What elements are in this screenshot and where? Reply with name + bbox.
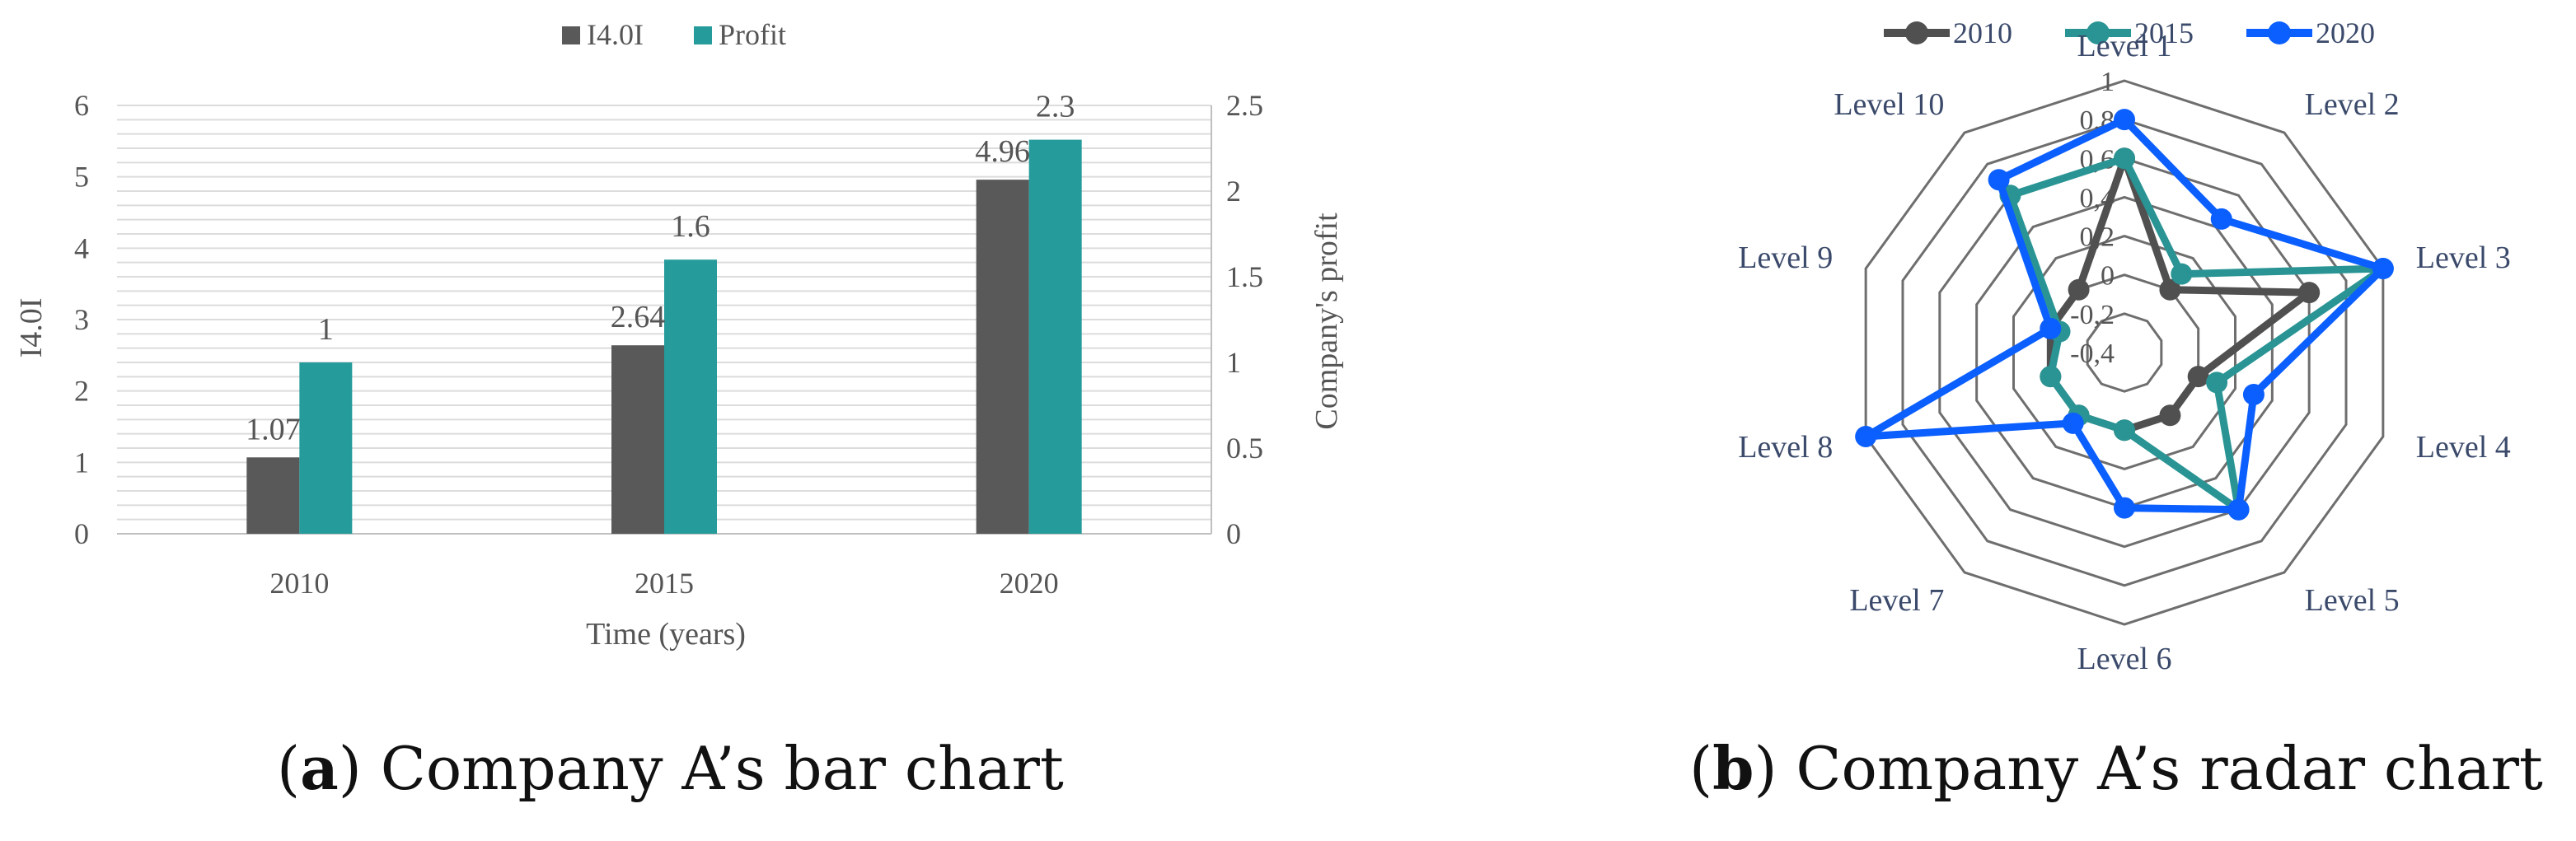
radar-axis-label: Level 9	[1738, 241, 1833, 275]
radar-point	[2372, 258, 2394, 280]
data-label-profit: 2.3	[1036, 90, 1075, 124]
legend-label-i40i: I4.0I	[587, 18, 644, 51]
caption-b-letter: b	[1712, 733, 1754, 803]
y-tick-label-right: 0	[1226, 517, 1241, 550]
y-tick-label-right: 2.5	[1226, 89, 1263, 122]
radar-axis-label: Level 10	[1834, 87, 1944, 122]
bar-i40i	[976, 180, 1029, 534]
radar-r-tick-label: -0,4	[2070, 339, 2115, 369]
bar-profit	[299, 362, 353, 534]
caption-a: (a) Company A’s bar chart	[277, 733, 1064, 803]
legend-swatch-profit	[694, 26, 712, 44]
caption-a-text: Company A’s bar chart	[380, 734, 1064, 803]
radar-point	[2171, 263, 2193, 285]
radar-legend-label: 2010	[1953, 16, 2012, 49]
radar-point	[2210, 208, 2232, 230]
y-axis-title-left: I4.0I	[14, 298, 49, 358]
radar-point	[2242, 383, 2265, 405]
radar-ring	[2086, 312, 2163, 393]
y-tick-label-left: 2	[74, 375, 89, 408]
radar-point	[2062, 412, 2084, 434]
x-tick-label: 2020	[1000, 567, 1059, 600]
radar-ring	[2012, 234, 2237, 471]
radar-legend-marker	[1905, 21, 1928, 44]
radar-point	[2040, 317, 2062, 339]
y-tick-label-right: 1.5	[1226, 260, 1263, 293]
bar-profit	[664, 259, 717, 534]
radar-ring	[1864, 79, 2385, 626]
x-tick-label: 2010	[269, 567, 329, 600]
radar-legend-marker	[2268, 21, 2291, 44]
radar-legend-label: 2015	[2134, 16, 2194, 49]
radar-chart: 2010 2015 2020 -0,4-0,200,20,40,60,81 Leve…	[1738, 16, 2511, 676]
radar-axis-label: Level 1	[2077, 29, 2171, 63]
radar-axis-label: Level 8	[1738, 430, 1833, 465]
radar-point	[1855, 425, 1877, 447]
radar-axis-label: Level 5	[2305, 583, 2400, 618]
radar-r-tick-label: 0	[2101, 261, 2115, 292]
caption-a-letter: a	[300, 733, 339, 803]
bar-tick-labels: 0 1 2 3 4 5 6 0 0.5 1 1.5 2 2.5 2010 2015 2020	[74, 89, 1263, 600]
data-label-profit: 1.6	[671, 209, 710, 244]
radar-r-tick-labels: -0,4-0,200,20,40,60,81	[2070, 67, 2115, 369]
radar-axis-labels: Level 1 Level 2 Level 3 Level 4 Level 5 Level…	[1738, 29, 2511, 676]
radar-point	[2068, 278, 2090, 301]
radar-ring	[1938, 157, 2311, 549]
caption-b: (b) Company A’s radar chart	[1689, 733, 2543, 803]
y-tick-label-right: 0.5	[1226, 432, 1263, 465]
y-tick-label-left: 0	[74, 517, 89, 550]
radar-rings	[1864, 79, 2385, 626]
x-tick-label: 2015	[635, 567, 694, 600]
bar-data-labels: 1.07 1 2.64 1.6 4.962.3	[246, 90, 1075, 447]
radar-point	[1988, 169, 2010, 191]
radar-series	[1855, 109, 2394, 521]
y-tick-label-left: 5	[74, 161, 89, 194]
radar-point	[2227, 498, 2250, 521]
radar-axis-label: Level 2	[2305, 87, 2400, 122]
radar-axis-label: Level 6	[2077, 642, 2171, 676]
data-label-i40i: 1.07	[246, 412, 301, 446]
y-tick-label-left: 6	[74, 89, 89, 122]
radar-point	[2114, 147, 2135, 170]
y-tick-label-left: 4	[74, 231, 89, 264]
radar-point	[2159, 404, 2181, 427]
bar-legend: I4.0I Profit	[562, 18, 786, 51]
radar-legend-marker	[2087, 21, 2110, 44]
radar-legend: 2010 2015 2020	[1884, 16, 2375, 49]
caption-b-text: Company A’s radar chart	[1796, 734, 2543, 803]
bar-profit	[1028, 139, 1082, 534]
y-tick-label-left: 1	[74, 446, 89, 479]
radar-point	[2114, 419, 2135, 442]
data-label-i40i: 4.96	[975, 134, 1030, 169]
radar-axis-label: Level 4	[2416, 430, 2511, 465]
radar-legend-label: 2020	[2316, 16, 2375, 49]
y-axis-title-right: Company's profit	[1309, 213, 1344, 430]
data-label-profit: 1	[318, 312, 334, 347]
radar-ring	[1901, 118, 2348, 587]
x-axis-title: Time (years)	[586, 617, 746, 652]
data-label-i40i: 2.64	[611, 300, 666, 334]
radar-point	[2159, 278, 2181, 301]
radar-point	[2187, 366, 2209, 388]
bar-marks	[246, 139, 1082, 534]
radar-point	[2114, 109, 2135, 131]
radar-axis-label: Level 7	[1849, 583, 1944, 618]
y-tick-label-left: 3	[74, 303, 89, 336]
bar-chart: 0 1 2 3 4 5 6 0 0.5 1 1.5 2 2.5 2010 2015 2020 1.07 1 2.6…	[14, 18, 1344, 652]
y-tick-label-right: 2	[1226, 175, 1241, 208]
radar-point	[2040, 366, 2062, 388]
radar-r-tick-label: 1	[2101, 67, 2115, 97]
radar-r-tick-label: -0,2	[2070, 300, 2115, 330]
radar-point	[2206, 371, 2228, 394]
bar-i40i	[611, 345, 664, 534]
y-tick-label-right: 1	[1226, 346, 1241, 379]
legend-label-profit: Profit	[719, 18, 786, 51]
radar-point	[2298, 282, 2321, 304]
radar-axis-label: Level 3	[2416, 241, 2511, 275]
radar-point	[2114, 497, 2135, 519]
bar-i40i	[246, 457, 300, 534]
legend-swatch-i40i	[562, 26, 580, 44]
